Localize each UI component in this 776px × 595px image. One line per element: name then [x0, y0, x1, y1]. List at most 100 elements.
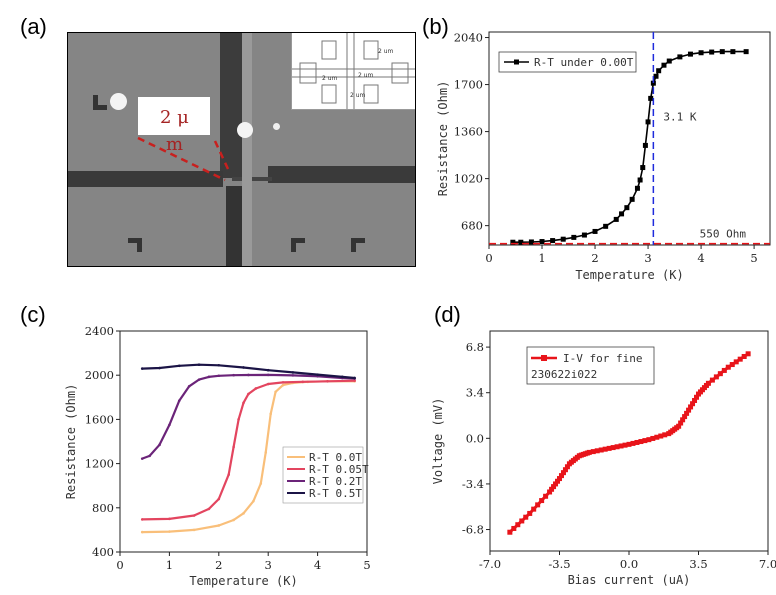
data-point-rt-000T	[629, 196, 635, 202]
data-point-rt-00T	[192, 528, 196, 532]
series-line-rt-000T	[512, 50, 747, 243]
y-tick-label-b: 2040	[454, 31, 483, 45]
data-point-iv	[630, 440, 636, 446]
data-point-rt-005T	[168, 517, 171, 521]
data-point-rt-02T	[187, 384, 191, 388]
data-point-iv	[642, 438, 648, 444]
sem-image: 2 um 2 um 2 um 2 um 2 μ m	[67, 32, 416, 267]
data-point-iv	[733, 359, 739, 365]
y-axis-label-c: Resistance (Ohm)	[64, 384, 78, 500]
data-point-iv	[690, 401, 696, 407]
x-tick-label-d: 7.0	[759, 557, 776, 571]
y-tick-label-d: -6.8	[462, 523, 484, 537]
sem-marker	[128, 238, 142, 243]
data-point-rt-005T	[254, 387, 258, 390]
x-tick-label-c: 5	[363, 558, 370, 572]
data-point-iv	[555, 478, 561, 484]
data-point-rt-000T	[571, 234, 577, 240]
legend-label-rt-05T: R-T 0.5T	[309, 487, 362, 500]
sem-marker	[93, 95, 98, 109]
sem-particle	[110, 93, 127, 110]
data-point-iv	[610, 445, 616, 451]
data-point-rt-00T	[140, 530, 144, 534]
data-point-rt-000T	[592, 228, 598, 234]
data-point-rt-05T	[242, 366, 245, 369]
data-point-rt-05T	[197, 363, 201, 367]
data-point-rt-005T	[140, 518, 144, 521]
data-point-rt-000T	[719, 49, 725, 55]
data-point-iv	[725, 364, 731, 370]
data-point-rt-00T	[274, 390, 277, 394]
data-point-iv	[519, 518, 525, 524]
data-point-rt-000T	[581, 232, 587, 238]
sem-light-channel	[242, 33, 252, 266]
legend-label-rt-000T: R-T under 0.00T	[534, 56, 634, 69]
data-point-iv	[602, 446, 608, 452]
data-point-iv	[507, 529, 513, 535]
scale-bar-box	[138, 97, 210, 135]
data-point-rt-02T	[140, 457, 144, 460]
data-point-rt-000T	[634, 185, 640, 191]
data-point-rt-05T	[177, 364, 181, 368]
data-point-rt-005T	[232, 445, 235, 449]
data-point-iv	[634, 439, 640, 445]
data-point-rt-02T	[232, 373, 235, 377]
sem-vertical-wire-top	[220, 33, 242, 178]
y-tick-label-d: 0.0	[466, 431, 484, 445]
x-tick-label-d: 0.0	[620, 557, 638, 571]
data-point-rt-000T	[510, 239, 516, 245]
data-point-rt-00T	[217, 524, 221, 527]
data-point-iv	[549, 486, 555, 492]
x-tick-label-b: 5	[750, 251, 757, 265]
data-point-iv	[553, 481, 559, 487]
legend-label-iv-file: 230622i022	[531, 368, 597, 381]
sem-marker	[93, 105, 107, 110]
y-tick-label-b: 1360	[454, 125, 483, 139]
sem-horizontal-wire-right	[268, 166, 415, 183]
data-point-rt-02T	[266, 373, 270, 377]
data-point-iv	[676, 423, 682, 429]
data-point-iv	[692, 397, 698, 403]
data-point-rt-02T	[217, 374, 221, 378]
data-point-iv	[638, 439, 644, 445]
legend-label-rt-00T: R-T 0.0T	[309, 451, 362, 464]
x-tick-label-d: -7.0	[479, 557, 501, 571]
panel-label-c: (c)	[20, 302, 46, 327]
data-point-rt-005T	[227, 473, 230, 476]
y-tick-label-c: 2000	[85, 368, 114, 382]
data-point-rt-00T	[269, 412, 272, 416]
data-point-rt-000T	[709, 49, 715, 55]
y-tick-label-d: 6.8	[466, 340, 484, 354]
data-point-iv	[688, 404, 694, 410]
data-point-rt-000T	[642, 142, 648, 148]
data-point-iv	[741, 353, 747, 359]
x-tick-label-c: 1	[166, 558, 173, 572]
residual-resistance-label: 550 Ohm	[700, 228, 747, 241]
x-tick-label-b: 4	[697, 251, 704, 265]
x-axis-label-d: Bias current (uA)	[568, 573, 691, 587]
x-tick-label-d: 3.5	[689, 557, 707, 571]
data-point-iv	[729, 362, 735, 368]
data-point-iv	[717, 371, 723, 377]
legend-box-d	[526, 346, 655, 385]
data-point-iv	[658, 433, 664, 439]
data-point-rt-00T	[252, 499, 255, 503]
sem-particle	[237, 122, 253, 138]
y-tick-label-b: 1020	[454, 172, 483, 186]
data-point-iv	[558, 473, 564, 479]
data-point-iv	[564, 464, 570, 470]
y-axis-label-d: Voltage (mV)	[431, 398, 445, 485]
plot-frame-b	[488, 31, 771, 246]
data-point-iv	[686, 407, 692, 413]
x-tick-label-c: 4	[314, 558, 321, 572]
data-point-iv	[562, 467, 568, 473]
y-axis-label-b: Resistance (Ohm)	[436, 81, 450, 197]
scale-bar-lines	[137, 136, 230, 182]
data-point-rt-005T	[207, 507, 211, 511]
data-point-iv	[560, 470, 566, 476]
data-point-rt-000T	[645, 119, 651, 125]
y-tick-label-c: 1200	[85, 457, 114, 471]
legend-label-rt-02T: R-T 0.2T	[309, 475, 362, 488]
inset-label: 2 um	[378, 48, 394, 55]
